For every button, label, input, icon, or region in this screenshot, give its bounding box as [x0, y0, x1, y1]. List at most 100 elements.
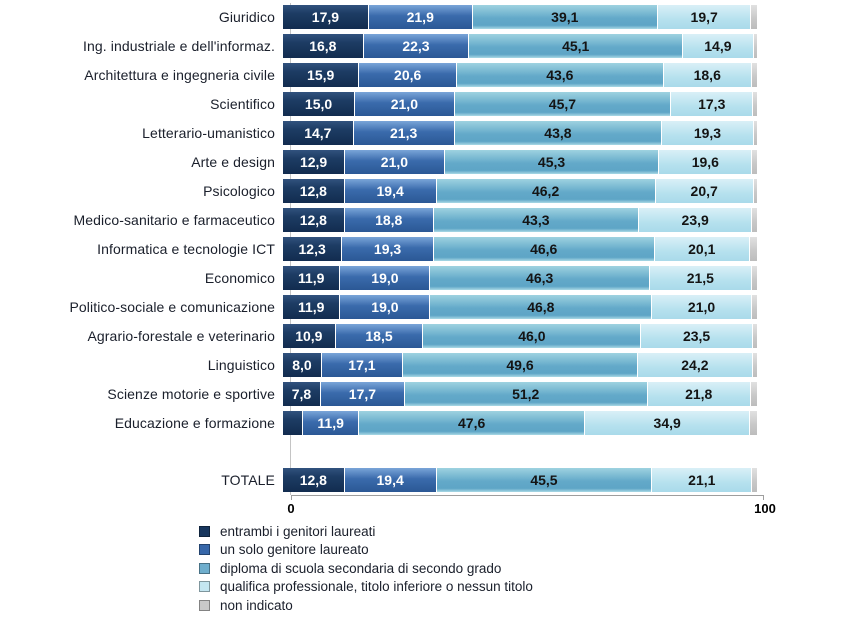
bar-row: Medico-sanitario e farmaceutico 12,8 18,8 4…: [0, 208, 846, 232]
bar-segment: 11,9: [283, 295, 340, 319]
bar-row: Informatica e tecnologie ICT 12,3 19,3 46,6…: [0, 237, 846, 261]
bar-track: 12,8 19,4 46,2 20,7: [283, 179, 757, 203]
segment-value-label: 34,9: [653, 415, 681, 431]
bar-segment: 11,9: [283, 266, 340, 290]
bar-track: 7,8 17,7 51,2 21,8: [283, 382, 757, 406]
bar-segment: 46,3: [429, 266, 649, 290]
segment-value-label: 12,8: [299, 212, 327, 228]
segment-value-label: 23,5: [682, 328, 711, 344]
bar-segment: 34,9: [583, 411, 750, 435]
segment-value-label: 23,9: [681, 212, 709, 228]
segment-value-label: 21,0: [390, 96, 418, 112]
segment-value-label: 46,2: [531, 183, 560, 199]
bar-row: Agrario-forestale e veterinario 10,9 18,5 4…: [0, 324, 846, 348]
segment-value-label: 18,5: [365, 328, 393, 344]
segment-value-label: 49,6: [506, 357, 534, 373]
legend-label: un solo genitore laureato: [220, 542, 369, 558]
bar-segment: 46,2: [435, 179, 655, 203]
bar-segment: 20,6: [358, 63, 456, 87]
segment-value-label: 46,6: [530, 241, 558, 257]
bar-segment: 43,8: [453, 121, 662, 145]
bar-segment: 15,0: [283, 92, 355, 116]
segment-value-label: 20,1: [688, 241, 716, 257]
bar-segment: [752, 179, 757, 203]
bar-segment: 19,3: [341, 237, 433, 261]
bar-row: Politico-sociale e comunicazione 11,9 19,0…: [0, 295, 846, 319]
bar-row: TOTALE 12,8 19,4 45,5 21,1: [0, 468, 846, 492]
bar-segment: 46,8: [429, 295, 652, 319]
x-axis-tick-0-label: 0: [287, 501, 295, 516]
category-label: Linguistico: [207, 357, 275, 373]
segment-value-label: 12,8: [299, 472, 327, 488]
segment-value-label: 46,0: [518, 328, 546, 344]
bar-row: Arte e design 12,9 21,0 45,3 19,6: [0, 150, 846, 174]
category-label: Agrario-forestale e veterinario: [87, 328, 275, 344]
category-label: Psicologico: [203, 183, 275, 199]
bar-segment: [749, 382, 757, 406]
bar-row: Architettura e ingegneria civile 15,9 20,6…: [0, 63, 846, 87]
bar-track: 11,9 47,6 34,9: [283, 411, 757, 435]
segment-value-label: 11,9: [317, 415, 344, 431]
legend-swatch: [199, 525, 210, 537]
bar-row: Psicologico 12,8 19,4 46,2 20,7: [0, 179, 846, 203]
bar-segment: [749, 411, 757, 435]
bar-segment: [751, 324, 757, 348]
bar-segment: 14,7: [283, 121, 353, 145]
bar-row: Ing. industriale e dell'informaz. 16,8 22,…: [0, 34, 846, 58]
bar-segment: 24,2: [637, 353, 752, 377]
bar-segment: [748, 237, 757, 261]
segment-value-label: 14,7: [304, 125, 332, 141]
bar-segment: 20,7: [654, 179, 753, 203]
bar-segment: 17,3: [670, 92, 753, 116]
segment-value-label: 19,3: [373, 241, 402, 257]
bar-segment: 12,8: [283, 179, 344, 203]
bar-segment: [750, 295, 757, 319]
bar-row: Giuridico 17,9 21,9 39,1 19,7: [0, 5, 846, 29]
segment-value-label: 17,7: [348, 386, 377, 402]
bar-segment: 51,2: [403, 382, 647, 406]
bar-track: 15,0 21,0 45,7 17,3: [283, 92, 757, 116]
bar-segment: 43,3: [432, 208, 639, 232]
segment-value-label: 20,6: [394, 67, 422, 83]
legend-item: entrambi i genitori laureati: [199, 522, 533, 541]
bar-segment: [751, 208, 757, 232]
segment-value-label: 19,6: [691, 154, 719, 170]
bar-segment: 23,5: [640, 324, 752, 348]
segment-value-label: 17,9: [311, 9, 340, 25]
bar-segment: 21,3: [352, 121, 454, 145]
bar-row: Linguistico 8,0 17,1 49,6 24,2: [0, 353, 846, 377]
category-label: Letterario-umanistico: [142, 125, 275, 141]
bar-rows: Giuridico 17,9 21,9 39,1 19,7 Ing. industrial…: [0, 5, 846, 492]
bar-segment: [751, 353, 757, 377]
legend-label: diploma di scuola secondaria di secondo …: [220, 560, 502, 576]
bar-segment: 23,9: [638, 208, 752, 232]
category-label: Arte e design: [191, 154, 275, 170]
segment-value-label: 45,3: [537, 154, 566, 170]
segment-value-label: 21,5: [686, 270, 714, 286]
legend-swatch: [199, 544, 210, 556]
bar-segment: [752, 92, 757, 116]
segment-value-label: 15,9: [307, 67, 335, 83]
segment-value-label: 47,6: [458, 415, 486, 431]
legend-item: qualifica professionale, titolo inferior…: [199, 578, 533, 597]
segment-value-label: 43,8: [544, 125, 572, 141]
category-label: Medico-sanitario e farmaceutico: [73, 212, 275, 228]
bar-segment: 7,8: [283, 382, 320, 406]
segment-value-label: 24,2: [681, 357, 709, 373]
bar-segment: 14,9: [682, 34, 753, 58]
segment-value-label: 19,4: [376, 183, 404, 199]
segment-value-label: 45,1: [562, 38, 590, 54]
legend-label: qualifica professionale, titolo inferior…: [220, 579, 533, 595]
segment-value-label: 21,0: [687, 299, 716, 315]
segment-value-label: 43,6: [546, 67, 574, 83]
segment-value-label: 45,7: [548, 96, 577, 112]
segment-value-label: 19,0: [371, 299, 399, 315]
bar-row: Letterario-umanistico 14,7 21,3 43,8 19,3: [0, 121, 846, 145]
bar-track: 12,9 21,0 45,3 19,6: [283, 150, 757, 174]
bar-segment: 45,1: [468, 34, 683, 58]
bar-track: 15,9 20,6 43,6 18,6: [283, 63, 757, 87]
segment-value-label: 12,9: [299, 154, 328, 170]
segment-value-label: 11,9: [297, 270, 325, 286]
segment-value-label: 20,7: [690, 183, 718, 199]
